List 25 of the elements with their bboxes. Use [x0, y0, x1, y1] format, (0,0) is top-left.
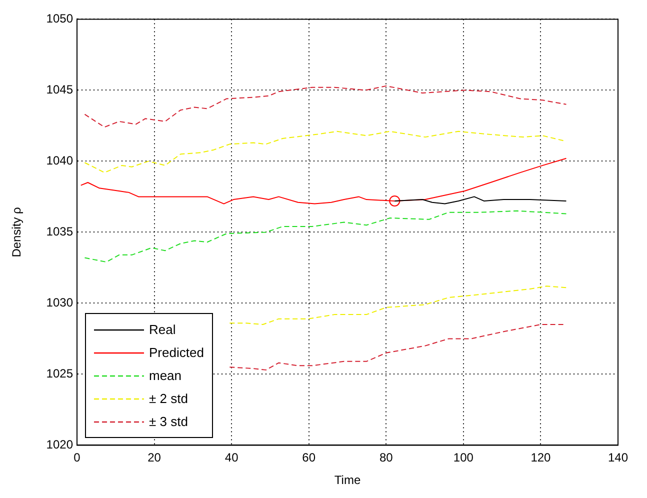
legend-label: ± 3 std: [149, 414, 188, 430]
y-tick-label: 1030: [46, 296, 74, 310]
legend-label: ± 2 std: [149, 391, 188, 406]
legend-label: Real: [149, 322, 176, 338]
x-tick-label: 100: [453, 450, 474, 465]
x-tick-label: 40: [224, 450, 239, 465]
y-tick-label: 1050: [46, 12, 74, 26]
y-tick-label: 1035: [46, 224, 74, 239]
x-tick-label: 120: [530, 450, 552, 465]
legend-label: Predicted: [149, 345, 204, 360]
y-axis-title: Density ρ: [10, 206, 24, 258]
y-tick-label: 1025: [46, 366, 74, 381]
x-tick-label: 0: [74, 450, 81, 465]
x-tick-label: 20: [148, 450, 162, 465]
x-tick-label: 60: [302, 450, 316, 465]
y-tick-label: 1045: [46, 82, 74, 97]
y-tick-label: 1020: [46, 438, 74, 452]
x-tick-label: 80: [379, 450, 394, 465]
line-series: [229, 286, 567, 325]
line-series: [84, 85, 567, 128]
x-tick-label: 140: [608, 450, 628, 465]
x-axis-title: Time: [334, 473, 361, 488]
line-series: [84, 210, 567, 263]
y-tick-label: 1040: [46, 154, 74, 168]
legend-label: mean: [149, 368, 182, 384]
